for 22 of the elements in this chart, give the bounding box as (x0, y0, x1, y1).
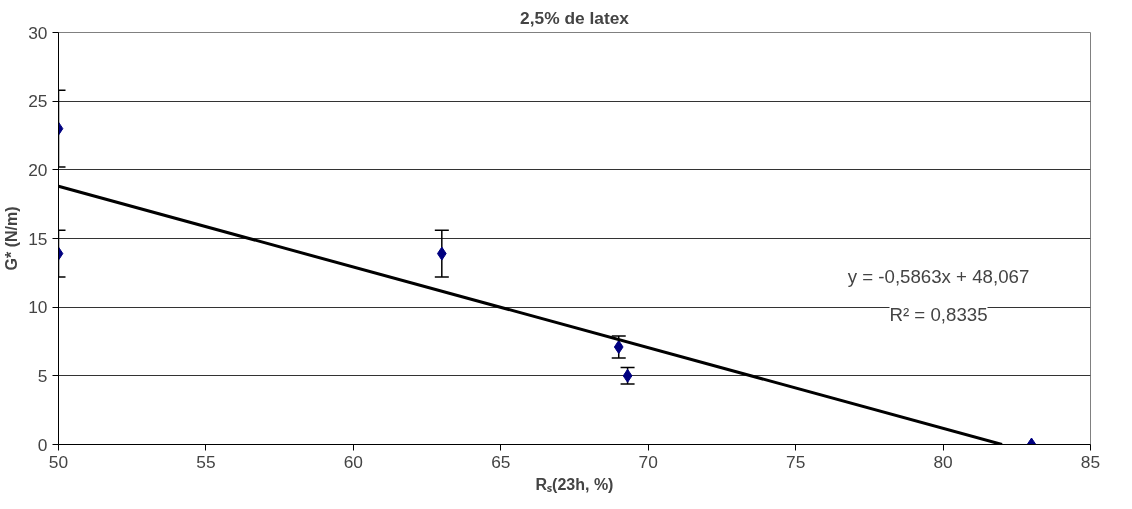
x-tick-label: 65 (491, 451, 511, 472)
y-tick-label: 0 (37, 434, 48, 455)
point (613, 339, 624, 354)
point (436, 246, 447, 261)
y-tick-label: 10 (28, 297, 48, 318)
y-tick-label: 5 (37, 365, 48, 386)
x-tick-label: 55 (196, 451, 216, 472)
y-tick-label: 20 (28, 159, 48, 180)
y-tick-label: 30 (28, 22, 48, 43)
x-tick-label: 50 (48, 451, 69, 472)
annotation: y = -0,5863x + 48,067 (847, 265, 1030, 287)
y-tick-label: 15 (28, 228, 48, 249)
x-tick-label: 80 (933, 451, 953, 472)
x-tick-label: 75 (786, 451, 806, 472)
x-axis-title: Rₛ(23h, %) (535, 475, 614, 493)
chart-title: 2,5% de latex (520, 7, 630, 28)
x-tick-label: 70 (638, 451, 658, 472)
y-tick-label: 25 (28, 91, 48, 112)
y-axis-title: G* (N/m) (3, 206, 21, 271)
x-tick-label: 60 (343, 451, 363, 472)
x-tick-label: 85 (1080, 451, 1101, 472)
annotation: R² = 0,8335 (889, 303, 988, 325)
